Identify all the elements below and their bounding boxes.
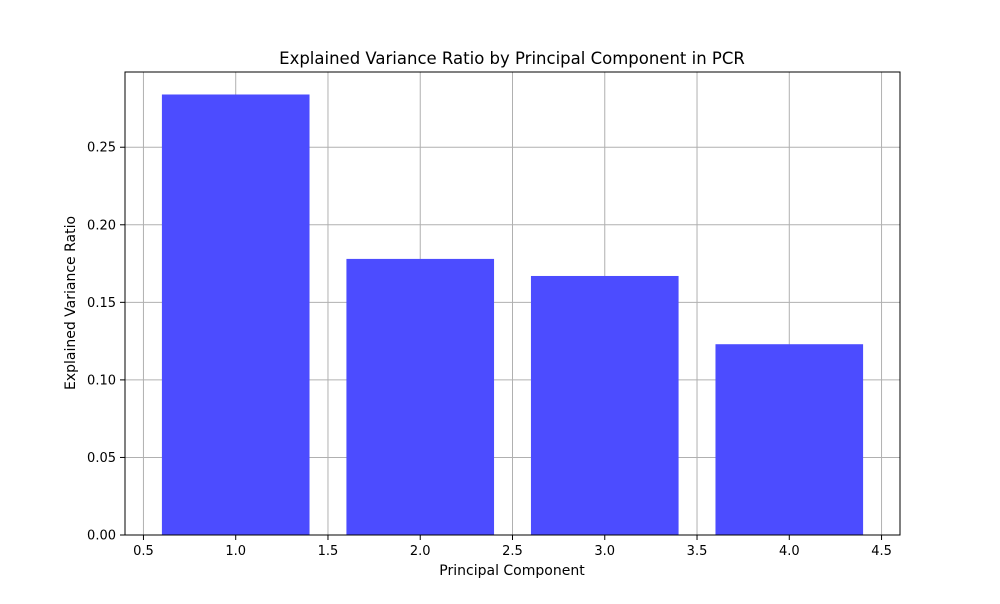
y-tick-label: 0.00	[87, 529, 116, 544]
x-tick-label: 2.0	[410, 544, 431, 559]
y-axis-label: Explained Variance Ratio	[63, 216, 79, 390]
bar-component-3	[530, 275, 679, 535]
x-tick-label: 0.5	[133, 544, 154, 559]
x-tick-label: 3.5	[687, 544, 708, 559]
x-tick-label: 4.5	[871, 544, 892, 559]
y-tick-label: 0.15	[87, 296, 116, 311]
y-tick-label: 0.05	[87, 451, 116, 466]
bar-component-1	[161, 94, 310, 535]
bars	[161, 94, 864, 535]
x-axis-label: Principal Component	[439, 563, 585, 579]
y-tick-label: 0.25	[87, 141, 116, 156]
bar-component-2	[346, 258, 495, 535]
y-tick-label: 0.20	[87, 218, 116, 233]
x-tick-label: 1.5	[318, 544, 339, 559]
bar-component-4	[715, 344, 864, 535]
y-axis-ticks: 0.00 0.05 0.10 0.15 0.20 0.25	[87, 141, 125, 544]
x-axis-ticks: 0.5 1.0 1.5 2.0 2.5 3.0 3.5 4.0 4.5	[133, 535, 892, 559]
chart-title: Explained Variance Ratio by Principal Co…	[279, 49, 745, 68]
x-tick-label: 1.0	[225, 544, 246, 559]
x-tick-label: 3.0	[594, 544, 615, 559]
x-tick-label: 4.0	[779, 544, 800, 559]
x-tick-label: 2.5	[502, 544, 523, 559]
y-tick-label: 0.10	[87, 373, 116, 388]
